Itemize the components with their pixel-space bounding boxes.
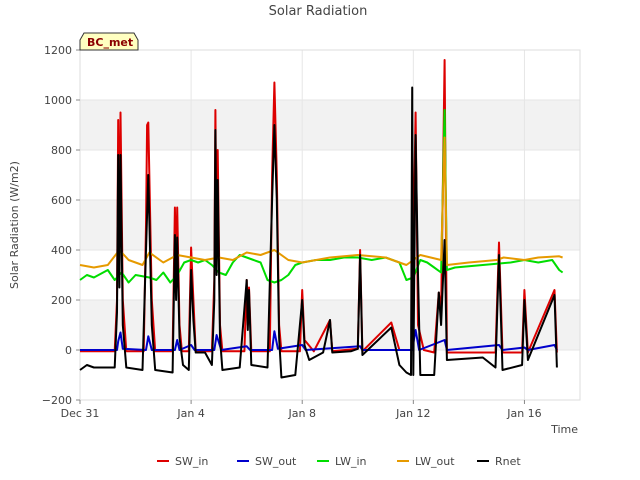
legend-label: SW_out	[255, 455, 297, 468]
y-axis-ticks: −200 0 200 400 600 800 1000 1200	[42, 44, 80, 407]
x-tick-label: Jan 16	[506, 407, 541, 420]
y-axis-label: Solar Radiation (W/m2)	[8, 161, 21, 289]
plot-band	[80, 200, 580, 250]
y-tick-label: −200	[42, 394, 72, 407]
x-axis-ticks: Dec 31 Jan 4 Jan 8 Jan 12 Jan 16	[61, 400, 542, 420]
plot-band	[80, 50, 580, 100]
site-annotation-label: BC_met	[87, 36, 133, 49]
y-tick-label: 1200	[44, 44, 72, 57]
x-tick-label: Jan 12	[395, 407, 430, 420]
legend: SW_in SW_out LW_in LW_out Rnet	[157, 455, 521, 468]
legend-label: Rnet	[495, 455, 521, 468]
plot-band	[80, 100, 580, 150]
x-tick-label: Jan 8	[287, 407, 315, 420]
legend-label: SW_in	[175, 455, 208, 468]
y-tick-label: 400	[51, 244, 72, 257]
x-tick-label: Dec 31	[61, 407, 100, 420]
y-tick-label: 600	[51, 194, 72, 207]
x-axis-label: Time	[550, 423, 578, 436]
chart-title: Solar Radiation	[269, 4, 368, 19]
plot-band	[80, 150, 580, 200]
legend-label: LW_in	[335, 455, 367, 468]
series-line-rnet	[79, 86, 558, 379]
series-line-sw-out	[80, 329, 558, 351]
series-lines	[79, 59, 564, 379]
site-annotation-box: BC_met	[79, 32, 139, 51]
y-tick-label: 1000	[44, 94, 72, 107]
plot-area-frame	[79, 49, 581, 401]
y-tick-label: 200	[51, 294, 72, 307]
legend-label: LW_out	[415, 455, 455, 468]
x-tick-label: Jan 4	[176, 407, 204, 420]
y-tick-label: 0	[65, 344, 72, 357]
y-tick-label: 800	[51, 144, 72, 157]
